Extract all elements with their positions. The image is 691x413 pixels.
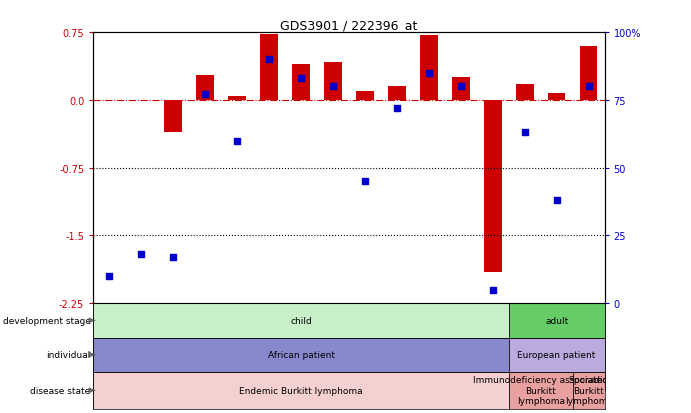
Bar: [573, 372, 605, 409]
Bar: [540, 33, 573, 304]
Bar: [93, 33, 125, 304]
Text: child: child: [290, 316, 312, 325]
Point: [104, 273, 115, 280]
Bar: [477, 33, 509, 304]
Point: [231, 138, 243, 145]
Bar: [324, 63, 342, 101]
Bar: [509, 33, 540, 304]
Point: [168, 254, 179, 261]
Point: [135, 252, 146, 258]
Bar: [158, 33, 189, 304]
Text: European patient: European patient: [518, 350, 596, 359]
Bar: [261, 35, 278, 101]
Point: [359, 178, 370, 185]
Bar: [196, 76, 214, 101]
Text: Immunodeficiency associated
Burkitt
lymphoma: Immunodeficiency associated Burkitt lymp…: [473, 375, 608, 405]
Point: [455, 84, 466, 90]
Bar: [125, 33, 158, 304]
Text: individual: individual: [46, 350, 91, 359]
Point: [487, 287, 498, 293]
Bar: [349, 33, 381, 304]
Bar: [285, 33, 317, 304]
Bar: [445, 33, 477, 304]
Bar: [509, 372, 573, 409]
Point: [328, 84, 339, 90]
Bar: [253, 33, 285, 304]
Bar: [484, 101, 502, 272]
Bar: [381, 33, 413, 304]
Text: disease state: disease state: [30, 386, 91, 395]
Bar: [93, 304, 509, 338]
Bar: [388, 87, 406, 101]
Bar: [93, 338, 509, 372]
Bar: [452, 78, 470, 101]
Bar: [228, 97, 246, 101]
Bar: [164, 101, 182, 132]
Bar: [189, 33, 221, 304]
Bar: [413, 33, 445, 304]
Bar: [509, 338, 605, 372]
Point: [200, 92, 211, 99]
Bar: [93, 372, 509, 409]
Text: African patient: African patient: [267, 350, 334, 359]
Point: [424, 70, 435, 77]
Point: [519, 130, 530, 136]
Point: [391, 105, 402, 112]
Bar: [573, 33, 605, 304]
Point: [296, 76, 307, 82]
Bar: [548, 93, 565, 101]
Point: [583, 84, 594, 90]
Bar: [420, 36, 437, 101]
Bar: [221, 33, 253, 304]
Point: [551, 197, 562, 204]
Text: Sporadic
Burkitt
lymphoma: Sporadic Burkitt lymphoma: [565, 375, 613, 405]
Point: [263, 57, 274, 63]
Text: adult: adult: [545, 316, 568, 325]
Text: development stage: development stage: [3, 316, 91, 325]
Bar: [292, 64, 310, 101]
Bar: [580, 47, 598, 101]
Bar: [509, 304, 605, 338]
Bar: [356, 92, 374, 101]
Bar: [516, 84, 533, 101]
Title: GDS3901 / 222396_at: GDS3901 / 222396_at: [281, 19, 417, 32]
Text: Endemic Burkitt lymphoma: Endemic Burkitt lymphoma: [239, 386, 363, 395]
Bar: [317, 33, 349, 304]
